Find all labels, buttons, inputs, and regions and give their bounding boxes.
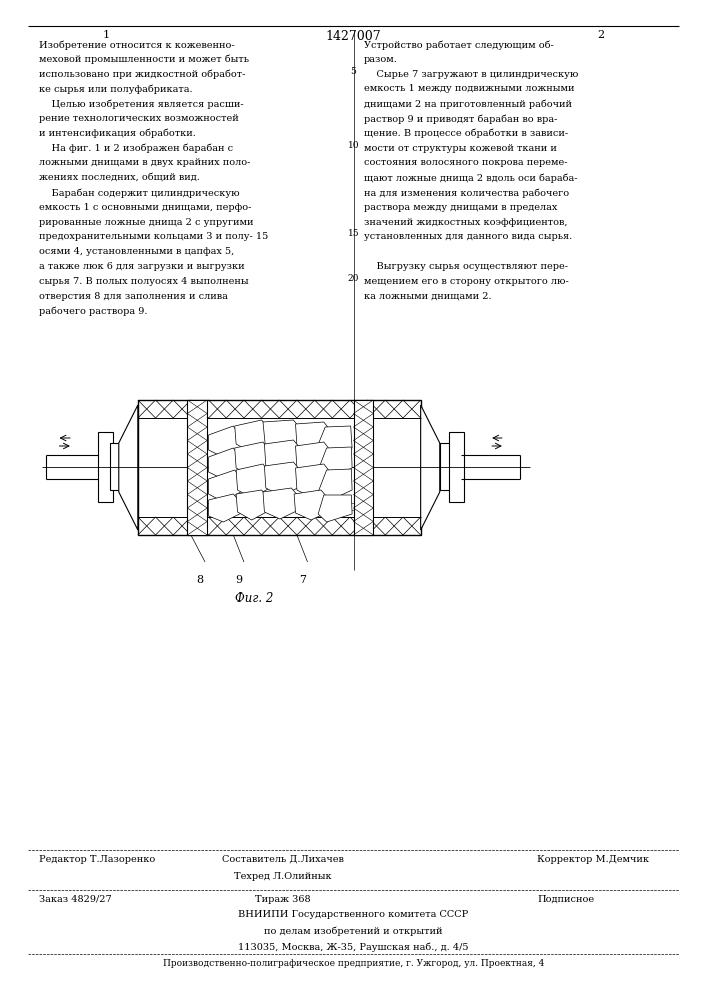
Text: 15: 15 xyxy=(348,229,359,238)
Bar xyxy=(28,320,537,585)
Text: Техред Л.Олийнык: Техред Л.Олийнык xyxy=(234,872,332,881)
Text: Тираж 368: Тираж 368 xyxy=(255,895,310,904)
Text: Фиг. 2: Фиг. 2 xyxy=(235,592,274,605)
Text: Сырье 7 загружают в цилиндрическую: Сырье 7 загружают в цилиндрическую xyxy=(364,70,578,79)
Text: осями 4, установленными в цапфах 5,: осями 4, установленными в цапфах 5, xyxy=(39,247,234,256)
Polygon shape xyxy=(264,440,310,474)
Text: на для изменения количества рабочего: на для изменения количества рабочего xyxy=(364,188,569,198)
Text: щают ложные днища 2 вдоль оси бараба-: щают ложные днища 2 вдоль оси бараба- xyxy=(364,173,578,183)
Polygon shape xyxy=(209,426,246,458)
Text: 2: 2 xyxy=(597,30,604,40)
Bar xyxy=(187,400,207,535)
Bar xyxy=(138,400,421,535)
Polygon shape xyxy=(264,462,310,496)
Text: ВНИИПИ Государственного комитета СССР: ВНИИПИ Государственного комитета СССР xyxy=(238,910,469,919)
Text: мости от структуры кожевой ткани и: мости от структуры кожевой ткани и xyxy=(364,144,557,153)
Polygon shape xyxy=(209,494,247,522)
Text: Заказ 4829/27: Заказ 4829/27 xyxy=(39,895,112,904)
Text: щение. В процессе обработки в зависи-: щение. В процессе обработки в зависи- xyxy=(364,129,568,138)
Text: Устройство работает следующим об-: Устройство работает следующим об- xyxy=(364,40,554,49)
Text: использовано при жидкостной обработ-: использовано при жидкостной обработ- xyxy=(39,70,245,79)
Text: На фиг. 1 и 2 изображен барабан с: На фиг. 1 и 2 изображен барабан с xyxy=(39,144,233,153)
Text: установленных для данного вида сырья.: установленных для данного вида сырья. xyxy=(364,232,573,241)
Text: емкость 1 между подвижными ложными: емкость 1 между подвижными ложными xyxy=(364,84,575,93)
Polygon shape xyxy=(294,490,337,520)
Text: меховой промышленности и может быть: меховой промышленности и может быть xyxy=(39,55,249,64)
Text: 5: 5 xyxy=(351,67,356,76)
Text: раствора между днищами в пределах: раствора между днищами в пределах xyxy=(364,203,558,212)
Polygon shape xyxy=(236,490,276,520)
Polygon shape xyxy=(318,447,352,479)
Text: разом.: разом. xyxy=(364,55,398,64)
Text: Производственно-полиграфическое предприятие, г. Ужгород, ул. Проектная, 4: Производственно-полиграфическое предприя… xyxy=(163,959,544,968)
Text: значений жидкостных коэффициентов,: значений жидкостных коэффициентов, xyxy=(364,218,568,227)
Polygon shape xyxy=(119,405,138,530)
Text: раствор 9 и приводят барабан во вра-: раствор 9 и приводят барабан во вра- xyxy=(364,114,558,124)
Bar xyxy=(98,432,113,502)
Text: Выгрузку сырья осуществляют пере-: Выгрузку сырья осуществляют пере- xyxy=(364,262,568,271)
Polygon shape xyxy=(318,495,352,522)
Text: ложными днищами в двух крайних поло-: ложными днищами в двух крайних поло- xyxy=(39,158,250,167)
Text: днищами 2 на приготовленный рабочий: днищами 2 на приготовленный рабочий xyxy=(364,99,572,109)
Polygon shape xyxy=(296,464,339,498)
Polygon shape xyxy=(296,422,339,455)
Text: отверстия 8 для заполнения и слива: отверстия 8 для заполнения и слива xyxy=(39,292,228,301)
Text: предохранительными кольцами 3 и полу- 15: предохранительными кольцами 3 и полу- 15 xyxy=(39,232,268,241)
Text: 7: 7 xyxy=(299,575,306,585)
Text: Барабан содержит цилиндрическую: Барабан содержит цилиндрическую xyxy=(39,188,240,198)
Text: состояния волосяного покрова переме-: состояния волосяного покрова переме- xyxy=(364,158,568,167)
Text: 1: 1 xyxy=(103,30,110,40)
Polygon shape xyxy=(235,442,277,476)
Polygon shape xyxy=(263,420,310,454)
Text: 113035, Москва, Ж-35, Раушская наб., д. 4/5: 113035, Москва, Ж-35, Раушская наб., д. … xyxy=(238,942,469,952)
Text: Изобретение относится к кожевенно-: Изобретение относится к кожевенно- xyxy=(39,40,235,49)
Text: и интенсификация обработки.: и интенсификация обработки. xyxy=(39,129,196,138)
Text: рение технологических возможностей: рение технологических возможностей xyxy=(39,114,239,123)
Text: 1427007: 1427007 xyxy=(326,30,381,43)
Polygon shape xyxy=(236,464,277,498)
Text: 9: 9 xyxy=(235,575,243,585)
Polygon shape xyxy=(421,405,440,530)
Polygon shape xyxy=(235,420,277,454)
Text: по делам изобретений и открытий: по делам изобретений и открытий xyxy=(264,926,443,936)
Text: мещением его в сторону открытого лю-: мещением его в сторону открытого лю- xyxy=(364,277,569,286)
Bar xyxy=(449,432,464,502)
Polygon shape xyxy=(318,469,352,501)
Bar xyxy=(440,443,452,490)
Text: а также люк 6 для загрузки и выгрузки: а также люк 6 для загрузки и выгрузки xyxy=(39,262,245,271)
Text: Составитель Д.Лихачев: Составитель Д.Лихачев xyxy=(222,855,344,864)
Text: рабочего раствора 9.: рабочего раствора 9. xyxy=(39,306,147,316)
Text: ке сырья или полуфабриката.: ке сырья или полуфабриката. xyxy=(39,84,192,94)
Text: 8: 8 xyxy=(196,575,203,585)
Text: Целью изобретения является расши-: Целью изобретения является расши- xyxy=(39,99,243,109)
Bar xyxy=(354,400,373,535)
Text: емкость 1 с основными днищами, перфо-: емкость 1 с основными днищами, перфо- xyxy=(39,203,251,212)
Bar xyxy=(110,443,122,490)
Polygon shape xyxy=(317,426,352,458)
Text: ка ложными днищами 2.: ка ложными днищами 2. xyxy=(364,292,492,301)
Text: Корректор М.Демчик: Корректор М.Демчик xyxy=(537,855,649,864)
Text: рированные ложные днища 2 с упругими: рированные ложные днища 2 с упругими xyxy=(39,218,253,227)
Text: Редактор Т.Лазоренко: Редактор Т.Лазоренко xyxy=(39,855,155,864)
Text: 10: 10 xyxy=(348,141,359,150)
Polygon shape xyxy=(296,442,339,476)
Polygon shape xyxy=(209,448,247,480)
Polygon shape xyxy=(209,470,247,502)
Polygon shape xyxy=(263,488,307,519)
Text: Подписное: Подписное xyxy=(537,895,595,904)
Text: 20: 20 xyxy=(348,274,359,283)
Text: жениях последних, общий вид.: жениях последних, общий вид. xyxy=(39,173,200,182)
Text: сырья 7. В полых полуосях 4 выполнены: сырья 7. В полых полуосях 4 выполнены xyxy=(39,277,248,286)
